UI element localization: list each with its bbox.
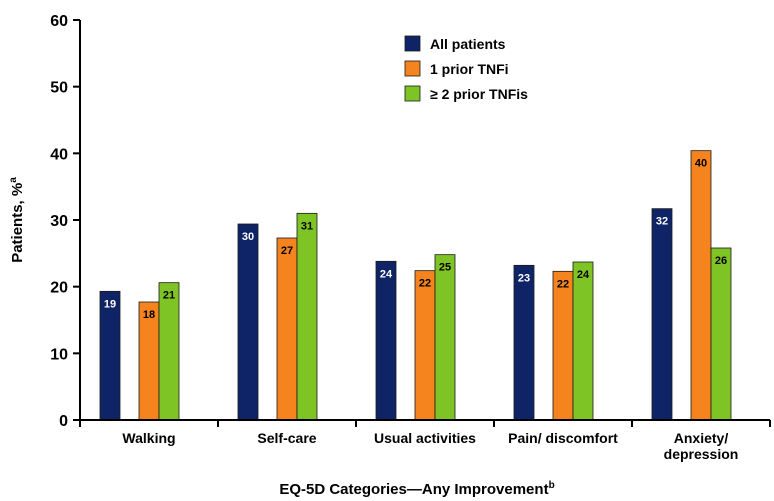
y-axis-ticks: 0 10 20 30 40 50 60 xyxy=(50,13,80,430)
bar xyxy=(552,270,574,421)
bar-value-label: 24 xyxy=(380,268,393,280)
bar xyxy=(296,212,318,421)
bar-value-label: 22 xyxy=(557,278,569,290)
x-category-label: Pain/ discomfort xyxy=(508,430,618,446)
bar-value-label: 21 xyxy=(163,290,175,302)
legend-label: 1 prior TNFi xyxy=(430,61,509,77)
bars: 19 30 24 23 32 18 27 22 22 40 21 31 25 24 26 xyxy=(99,150,732,421)
bar xyxy=(375,260,397,421)
bar xyxy=(237,223,259,421)
legend-swatch xyxy=(404,60,421,77)
legend-swatch xyxy=(404,35,421,52)
bar-value-label: 40 xyxy=(695,158,707,170)
bar xyxy=(414,270,436,421)
y-tick-label: 30 xyxy=(50,213,68,230)
y-tick-label: 50 xyxy=(50,80,68,97)
bar-value-label: 26 xyxy=(715,255,727,267)
bar-value-label: 18 xyxy=(143,309,155,321)
bar-value-label: 27 xyxy=(281,245,293,257)
y-tick-label: 10 xyxy=(50,346,68,363)
x-category-label-line: depression xyxy=(664,446,739,462)
bar xyxy=(513,264,535,421)
bar-value-label: 30 xyxy=(242,231,254,243)
bar-value-label: 19 xyxy=(104,298,116,310)
bar xyxy=(99,290,121,421)
y-axis-title: Patients, %a xyxy=(8,177,26,263)
bar xyxy=(158,282,180,421)
x-category-label-line: Pain/ discomfort xyxy=(508,430,618,446)
bar-value-label: 23 xyxy=(518,272,530,284)
y-tick-label: 20 xyxy=(50,280,68,297)
x-axis-title-main: EQ-5D Categories—Any Improvement xyxy=(279,481,548,498)
bar-value-label: 31 xyxy=(301,220,313,232)
legend-label: All patients xyxy=(430,36,506,52)
bar xyxy=(710,247,732,421)
bar-value-label: 32 xyxy=(656,216,668,228)
x-axis-title: EQ-5D Categories—Any Improvementb xyxy=(279,480,554,498)
legend-swatch xyxy=(404,85,421,102)
x-category-label-line: Usual activities xyxy=(374,430,476,446)
bar-value-label: 24 xyxy=(577,269,590,281)
y-tick-label: 40 xyxy=(50,146,68,163)
bar-value-label: 22 xyxy=(419,278,431,290)
x-category-label-line: Self-care xyxy=(257,430,316,446)
legend: All patients 1 prior TNFi ≥ 2 prior TNFis xyxy=(404,35,528,102)
y-axis-title-main: Patients, % xyxy=(9,183,26,263)
bar xyxy=(434,254,456,421)
y-tick-label: 0 xyxy=(59,413,68,430)
bar xyxy=(572,261,594,421)
x-category-label: Usual activities xyxy=(374,430,476,446)
bar xyxy=(690,150,712,421)
x-category-label: Anxiety/depression xyxy=(664,430,739,462)
x-category-label-line: Anxiety/ xyxy=(674,430,729,446)
legend-label: ≥ 2 prior TNFis xyxy=(430,86,528,102)
bar xyxy=(651,208,673,421)
x-category-label-line: Walking xyxy=(122,430,175,446)
x-category-label: Walking xyxy=(122,430,175,446)
x-axis-category-labels: Walking Self-care Usual activities Pain/ di… xyxy=(79,420,771,462)
x-category-label: Self-care xyxy=(257,430,316,446)
bar-value-label: 25 xyxy=(439,262,451,274)
y-tick-label: 60 xyxy=(50,13,68,30)
bar xyxy=(276,237,298,421)
y-axis-title-superscript: a xyxy=(8,177,19,183)
x-axis-title-superscript: b xyxy=(549,480,555,491)
